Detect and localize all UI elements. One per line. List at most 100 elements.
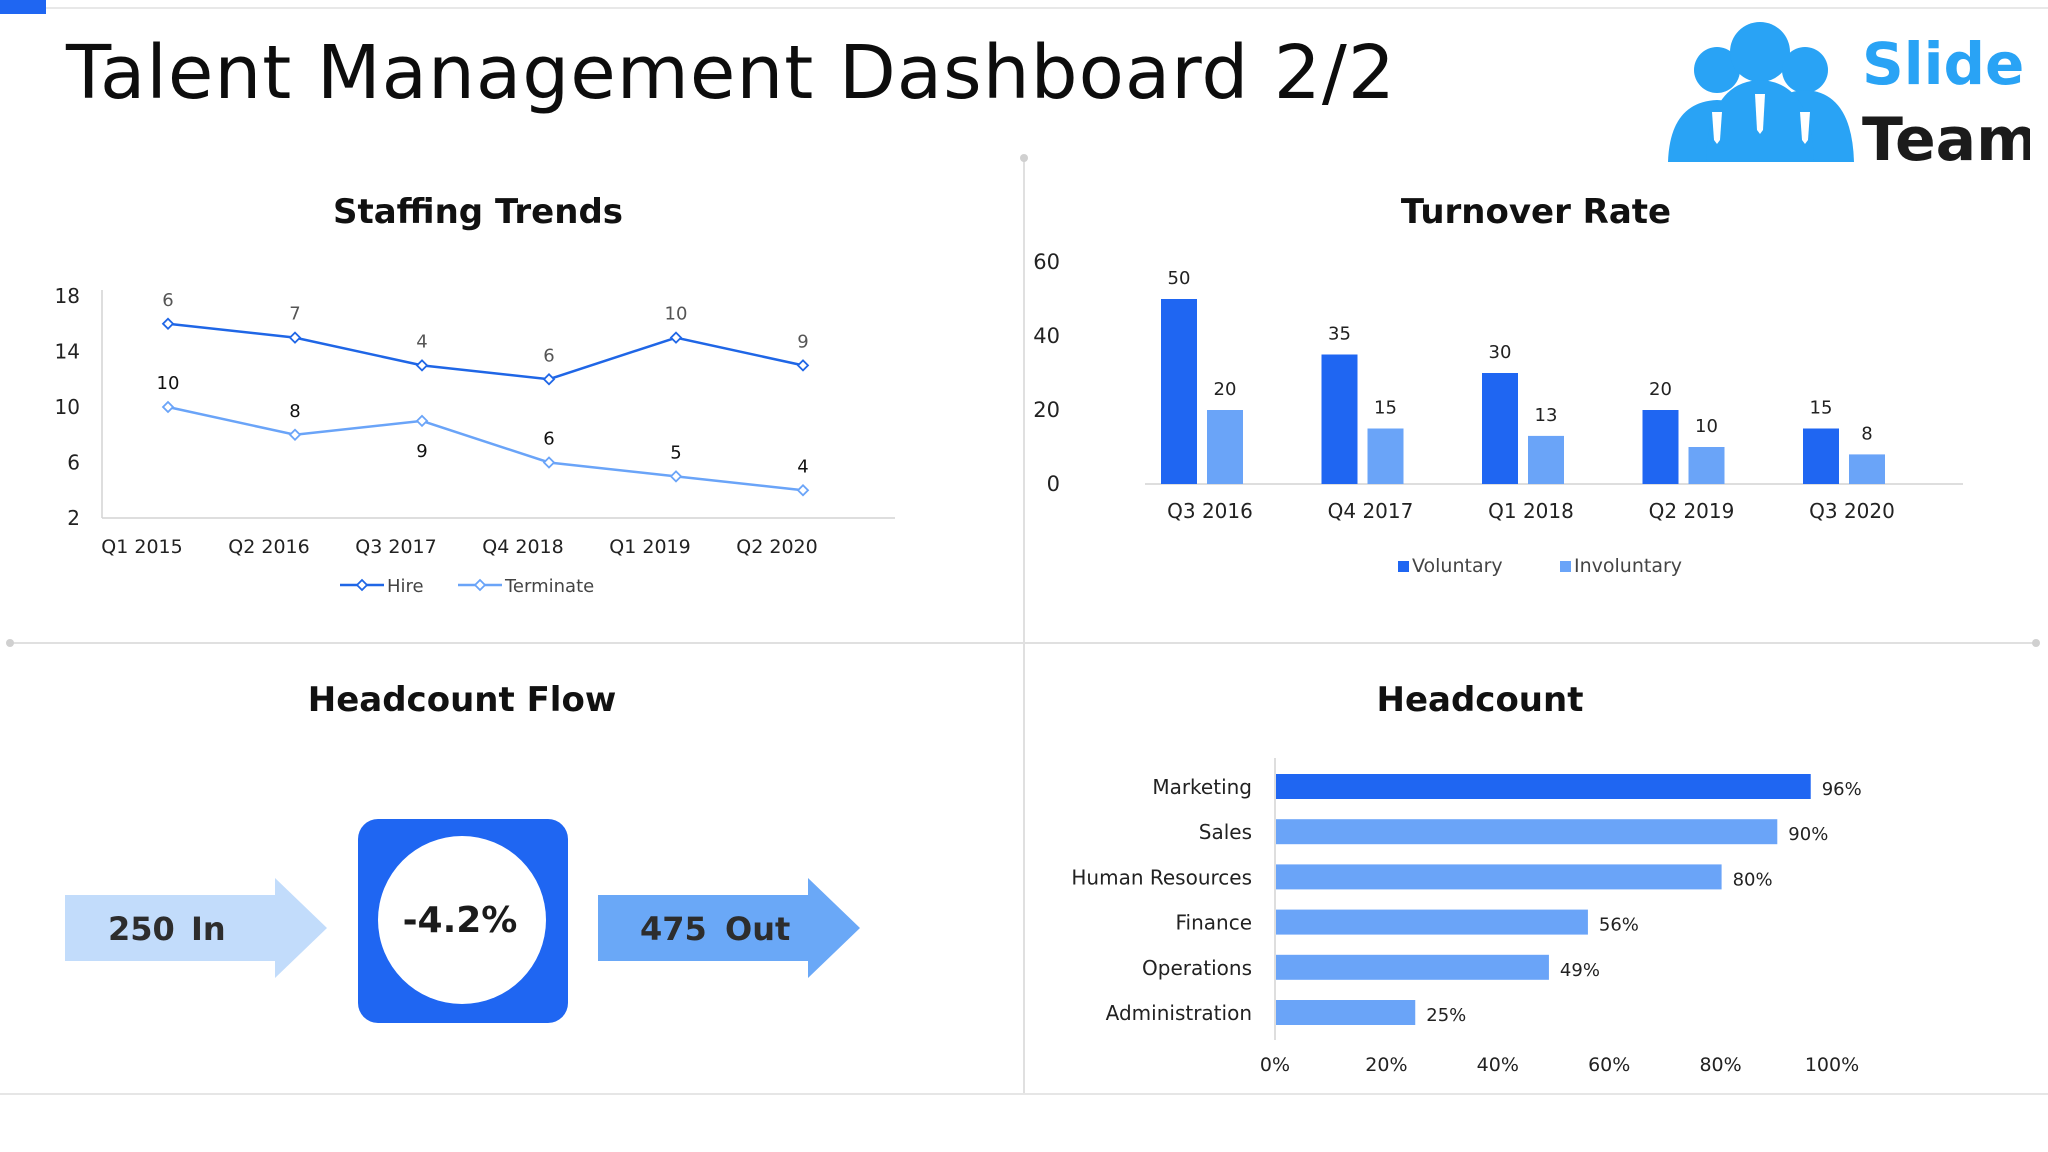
bar (1276, 864, 1722, 890)
data-label-hire: 4 (416, 331, 427, 352)
value-label: 80% (1733, 869, 1773, 890)
legend-swatch-involuntary (1560, 561, 1571, 572)
legend-swatch-voluntary (1398, 561, 1409, 572)
data-label-hire: 7 (289, 304, 300, 325)
data-label-voluntary: 35 (1328, 324, 1351, 345)
legend-marker-terminate (473, 578, 487, 592)
change-circle (378, 836, 546, 1004)
legend-marker-hire (355, 578, 369, 592)
x-tick-label: Q2 2016 (228, 536, 309, 558)
x-tick-label: 100% (1805, 1054, 1859, 1076)
headcount-title: Headcount (1376, 680, 1584, 720)
y-tick-label: 20 (1033, 398, 1060, 422)
data-point-terminate (796, 483, 810, 497)
y-tick-label: 6 (67, 451, 80, 475)
bar-involuntary (1849, 454, 1885, 484)
x-tick-label: 20% (1365, 1054, 1407, 1076)
data-label-involuntary: 13 (1535, 405, 1558, 426)
x-tick-label: 60% (1588, 1054, 1630, 1076)
out-arrow (598, 878, 860, 978)
category-label: Human Resources (1071, 865, 1252, 889)
x-tick-label: Q4 2017 (1328, 499, 1414, 523)
legend-label-terminate: Terminate (504, 576, 594, 597)
legend-label-involuntary: Involuntary (1574, 555, 1682, 577)
bottom-divider (0, 1093, 2048, 1095)
data-label-involuntary: 8 (1861, 423, 1872, 444)
data-point-terminate (161, 400, 175, 414)
category-label: Administration (1106, 1001, 1252, 1025)
value-label: 90% (1788, 824, 1828, 845)
value-label: 25% (1426, 1005, 1466, 1026)
staffing-trends-title: Staffing Trends (332, 192, 624, 232)
data-point-hire (415, 359, 429, 372)
data-label-hire: 6 (162, 290, 173, 311)
bar (1276, 954, 1549, 980)
y-tick-label: 14 (55, 340, 80, 364)
staffing-trends-chart: 2 6 10 14 18 Q1 2015 Q2 2016 Q3 2017 Q4 2018 Q1 2… (55, 284, 895, 597)
category-label: Sales (1199, 820, 1252, 844)
page-title: Talent Management Dashboard 2/2 (66, 30, 1396, 116)
turnover-rate-chart: 0 20 40 60 Q3 2016 50 20 Q4 2017 35 15 Q1 2018 30 13… (1033, 250, 1963, 577)
x-tick-label: Q3 2020 (1809, 499, 1895, 523)
data-point-terminate (542, 456, 556, 469)
data-point-terminate (415, 414, 429, 428)
data-label-voluntary: 50 (1168, 268, 1191, 289)
data-point-hire (796, 359, 810, 372)
bar-voluntary (1161, 299, 1197, 484)
data-label-terminate: 9 (416, 441, 427, 462)
data-label-involuntary: 15 (1374, 398, 1397, 419)
data-point-hire (288, 331, 302, 344)
headcount-flow-graphic: 250 In -4.2% 475 Out (65, 819, 860, 1023)
category-label: Marketing (1152, 775, 1252, 799)
bar-voluntary (1803, 428, 1839, 484)
legend-label-voluntary: Voluntary (1412, 555, 1503, 577)
value-label: 56% (1599, 915, 1639, 936)
series-line-terminate (167, 405, 804, 492)
in-value: 250 (108, 910, 175, 948)
y-tick-label: 0 (1047, 472, 1060, 496)
bar-involuntary (1207, 410, 1243, 484)
x-tick-label: Q2 2020 (736, 536, 817, 558)
data-label-voluntary: 30 (1489, 342, 1512, 363)
data-label-voluntary: 20 (1649, 379, 1672, 400)
data-label-involuntary: 10 (1695, 416, 1718, 437)
in-arrow (65, 878, 327, 978)
bar-involuntary (1367, 428, 1404, 484)
bar-involuntary (1688, 447, 1725, 484)
logo-line1: Slide (1862, 30, 2024, 98)
headcount-flow-title: Headcount Flow (307, 680, 617, 720)
y-tick-label: 2 (67, 506, 80, 530)
y-tick-label: 18 (55, 284, 80, 308)
y-tick-label: 40 (1033, 324, 1060, 348)
bar-voluntary (1321, 354, 1358, 484)
bar-involuntary (1528, 435, 1564, 484)
bar (1276, 1000, 1416, 1025)
bar (1276, 819, 1778, 845)
bar (1276, 774, 1811, 799)
out-label: Out (725, 910, 790, 948)
x-tick-label: Q4 2018 (482, 536, 563, 558)
slide-team-logo: Slide Team (1668, 22, 2030, 172)
legend-label-hire: Hire (387, 576, 424, 597)
value-label: 49% (1560, 960, 1600, 981)
divider-dot (1020, 154, 1028, 162)
data-point-terminate (288, 428, 302, 442)
data-label-terminate: 10 (157, 373, 180, 394)
data-label-hire: 9 (797, 331, 808, 352)
x-tick-label: Q1 2015 (101, 536, 182, 558)
x-tick-label: 40% (1477, 1054, 1519, 1076)
bar-voluntary (1482, 373, 1518, 484)
out-value: 475 (640, 910, 707, 948)
x-tick-label: Q3 2017 (355, 536, 436, 558)
vertical-divider (1023, 158, 1025, 1093)
x-tick-label: Q1 2018 (1488, 499, 1574, 523)
x-tick-label: Q1 2019 (609, 536, 690, 558)
data-point-terminate (669, 470, 683, 483)
series-line-hire (167, 322, 804, 381)
x-tick-label: Q3 2016 (1167, 499, 1253, 523)
x-tick-label: 0% (1260, 1054, 1290, 1076)
data-label-terminate: 4 (797, 456, 808, 477)
category-label: Operations (1142, 956, 1252, 980)
data-point-hire (669, 331, 683, 344)
data-point-hire (161, 317, 175, 331)
